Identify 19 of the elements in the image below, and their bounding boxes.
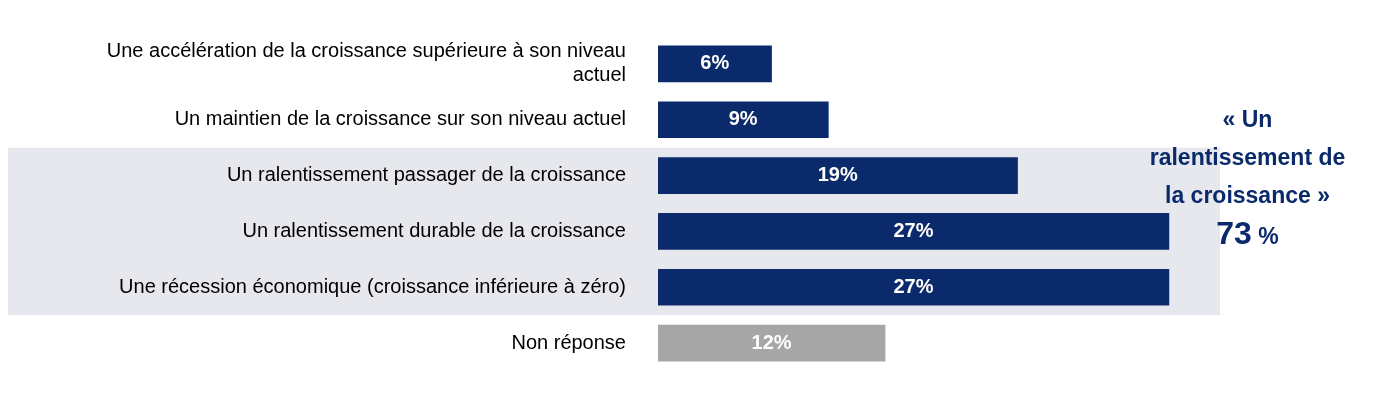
data-label: 9% [728, 107, 758, 130]
data-label: 27% [893, 274, 934, 297]
y-tick-label: Une récession économique (croissance inférieure à zéro) [119, 274, 626, 297]
y-tick-label: Un ralentissement durable de la croissance [242, 218, 626, 241]
bar [658, 157, 1018, 194]
data-label: 12% [751, 330, 792, 353]
data-label: 6% [700, 51, 730, 74]
bar [658, 101, 829, 139]
data-label: 19% [817, 163, 858, 186]
bar [658, 268, 1170, 306]
y-tick-label: Un maintien de la croissance sur son niveau actuel [174, 107, 626, 130]
bar [658, 213, 1170, 250]
y-tick-label: Une accélération de la croissance supérieure à son niveau actuel [106, 39, 626, 86]
bar [658, 324, 886, 362]
y-tick-label: Un ralentissement passager de la croissance [226, 163, 626, 186]
band-note: « Un ralentissement de la croissance » 73 % [1148, 104, 1347, 253]
bar [658, 45, 772, 83]
data-label: 27% [893, 218, 934, 241]
y-tick-label: Non réponse [511, 330, 626, 353]
